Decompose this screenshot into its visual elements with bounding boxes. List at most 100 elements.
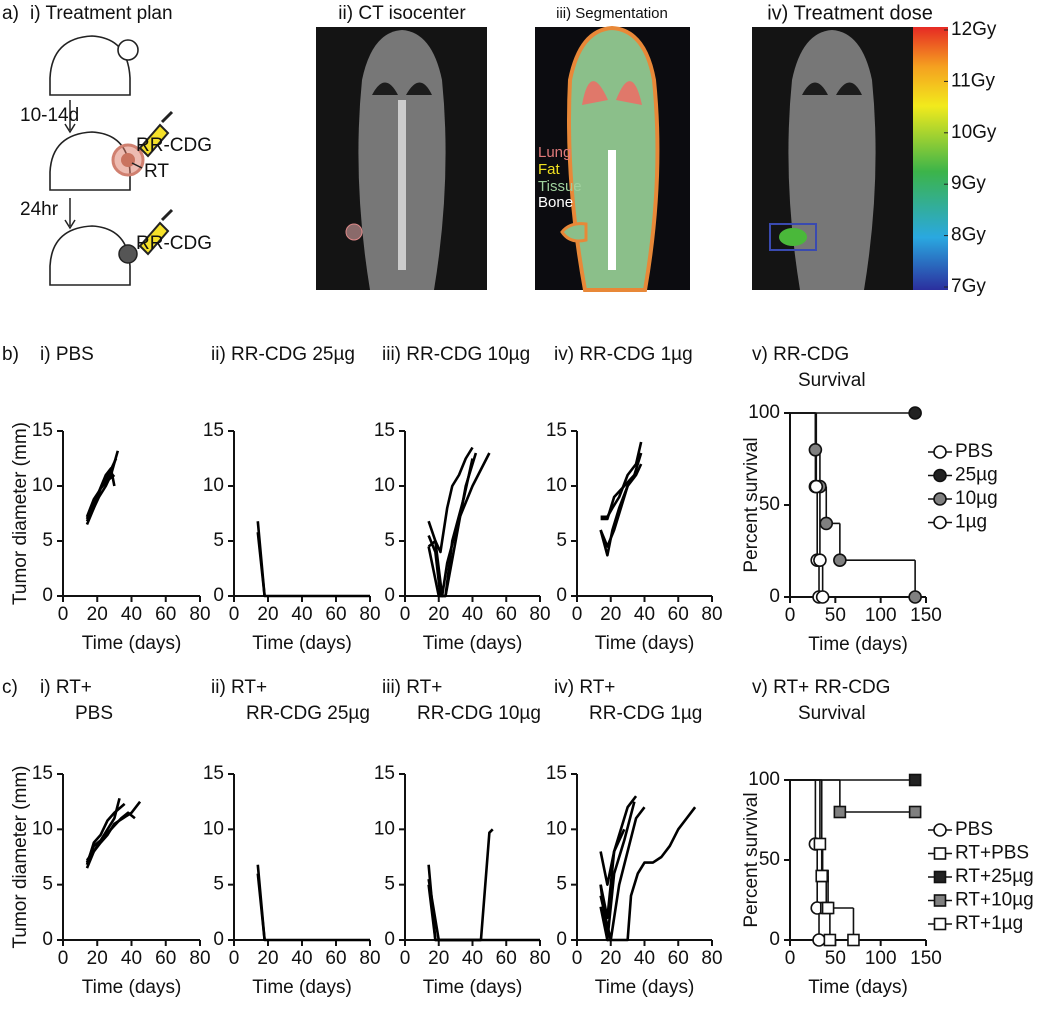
y-tick-label: 50 [759,494,780,515]
tumor-line [599,806,646,942]
x-tick-label: 60 [496,604,517,625]
x-tick-label: 60 [155,948,176,969]
x-tick-label: 20 [600,604,621,625]
y-tick-label: 0 [769,586,780,607]
tumor [560,222,588,243]
colorbar-label: 12Gy [951,19,997,40]
chart-title: Survival [798,703,866,724]
legend-label: 10µg [955,488,998,509]
marker [908,773,922,787]
y-tick-label: 5 [384,530,395,551]
legend-label: Lung [538,144,571,161]
x-axis-label: Time (days) [808,634,908,655]
chart-title: RR-CDG 25µg [246,703,370,724]
y-tick-label: 15 [203,420,224,441]
x-tick-label: 0 [229,948,240,969]
y-tick-label: 0 [384,585,395,606]
chart: i) PBS 0 5 10 15 0 20 40 60 80 Time (days) Tumor di… [10,344,211,654]
x-tick-label: 20 [257,948,278,969]
tumor-line [256,532,266,597]
x-tick-label: 40 [634,604,655,625]
x-tick-label: 20 [600,948,621,969]
x-axis-label: Time (days) [82,977,182,998]
panel-title: i) Treatment plan [30,3,173,24]
x-tick-label: 100 [865,605,897,626]
marker [813,553,827,568]
x-tick-label: 100 [865,948,897,969]
y-tick-label: 0 [213,585,224,606]
panel-title: iii) Segmentation [556,5,668,22]
marker [823,933,837,947]
x-tick-label: 60 [496,948,517,969]
x-tick-label: 60 [668,948,689,969]
y-tick-label: 10 [203,475,224,496]
tumor-line [600,452,643,521]
y-tick-label: 50 [759,849,780,870]
colorbar-label: 10Gy [951,122,997,143]
legend-marker [933,847,947,860]
marker [808,442,823,457]
x-tick-label: 0 [400,948,411,969]
x-tick-label: 40 [634,948,655,969]
tumor-line [85,802,126,866]
colorbar-label: 11Gy [951,70,996,91]
tumor-line [599,463,643,548]
x-tick-label: 80 [701,948,722,969]
tumor-line [599,801,636,942]
chart: iv) RR-CDG 1µg 0 5 10 15 0 20 40 60 80 Time (days) [546,344,723,654]
tumor-line [599,828,626,920]
x-tick-label: 60 [325,604,346,625]
chart: v) RT+ RR-CDG Survival 0 50 100 0 50 100 150Time… [741,677,1034,998]
syringe [138,123,170,158]
y-axis-label: Percent survival [741,437,762,572]
x-tick-label: 0 [400,604,411,625]
mouse [49,225,131,286]
x-tick-label: 40 [291,948,312,969]
colorbar-label: 8Gy [951,225,986,246]
marker [908,590,922,604]
y-tick-label: 10 [203,818,224,839]
y-axis-label: Tumor diameter (mm) [10,766,31,949]
x-tick-label: 0 [58,604,69,625]
y-tick-label: 15 [546,420,567,441]
marker [812,933,826,947]
lungs [582,81,642,105]
chart: iv) RT+ RR-CDG 1µg 0 5 10 15 0 20 40 60 80 Time (da… [546,677,723,998]
y-tick-label: 100 [748,402,780,423]
legend-marker [933,492,947,506]
chart: ii) RR-CDG 25µg 0 5 10 15 0 20 40 60 80 Time (days… [203,344,381,654]
legend-marker [933,468,947,483]
x-tick-label: 0 [58,948,69,969]
x-tick-label: 40 [462,604,483,625]
x-tick-label: 150 [910,605,942,626]
colorbar [913,27,948,290]
y-tick-label: 15 [374,763,395,784]
x-tick-label: 40 [462,948,483,969]
x-tick-label: 80 [359,948,380,969]
y-tick-label: 15 [32,763,53,784]
tumor-line [256,521,370,598]
x-tick-label: 80 [189,604,210,625]
tumor [345,223,363,241]
x-tick-label: 40 [121,604,142,625]
y-axis-label: Percent survival [741,792,762,927]
x-tick-label: 150 [910,948,942,969]
legend-label: 1µg [955,512,987,533]
tumor-line [599,806,697,942]
panel-label: c) [2,677,18,698]
x-tick-label: 0 [572,948,583,969]
marker [908,805,922,819]
chart: iii) RT+ RR-CDG 10µg 0 5 10 15 0 20 40 60 80 Time (… [374,677,551,998]
x-tick-label: 40 [291,604,312,625]
x-tick-label: 60 [325,948,346,969]
marker [819,516,834,531]
tumor [121,153,135,167]
x-tick-label: 60 [155,604,176,625]
y-tick-label: 0 [769,929,780,950]
marker [908,406,922,420]
colorbar-label: 7Gy [951,276,986,297]
x-axis-label: Time (days) [423,977,523,998]
x-tick-label: 20 [87,948,108,969]
